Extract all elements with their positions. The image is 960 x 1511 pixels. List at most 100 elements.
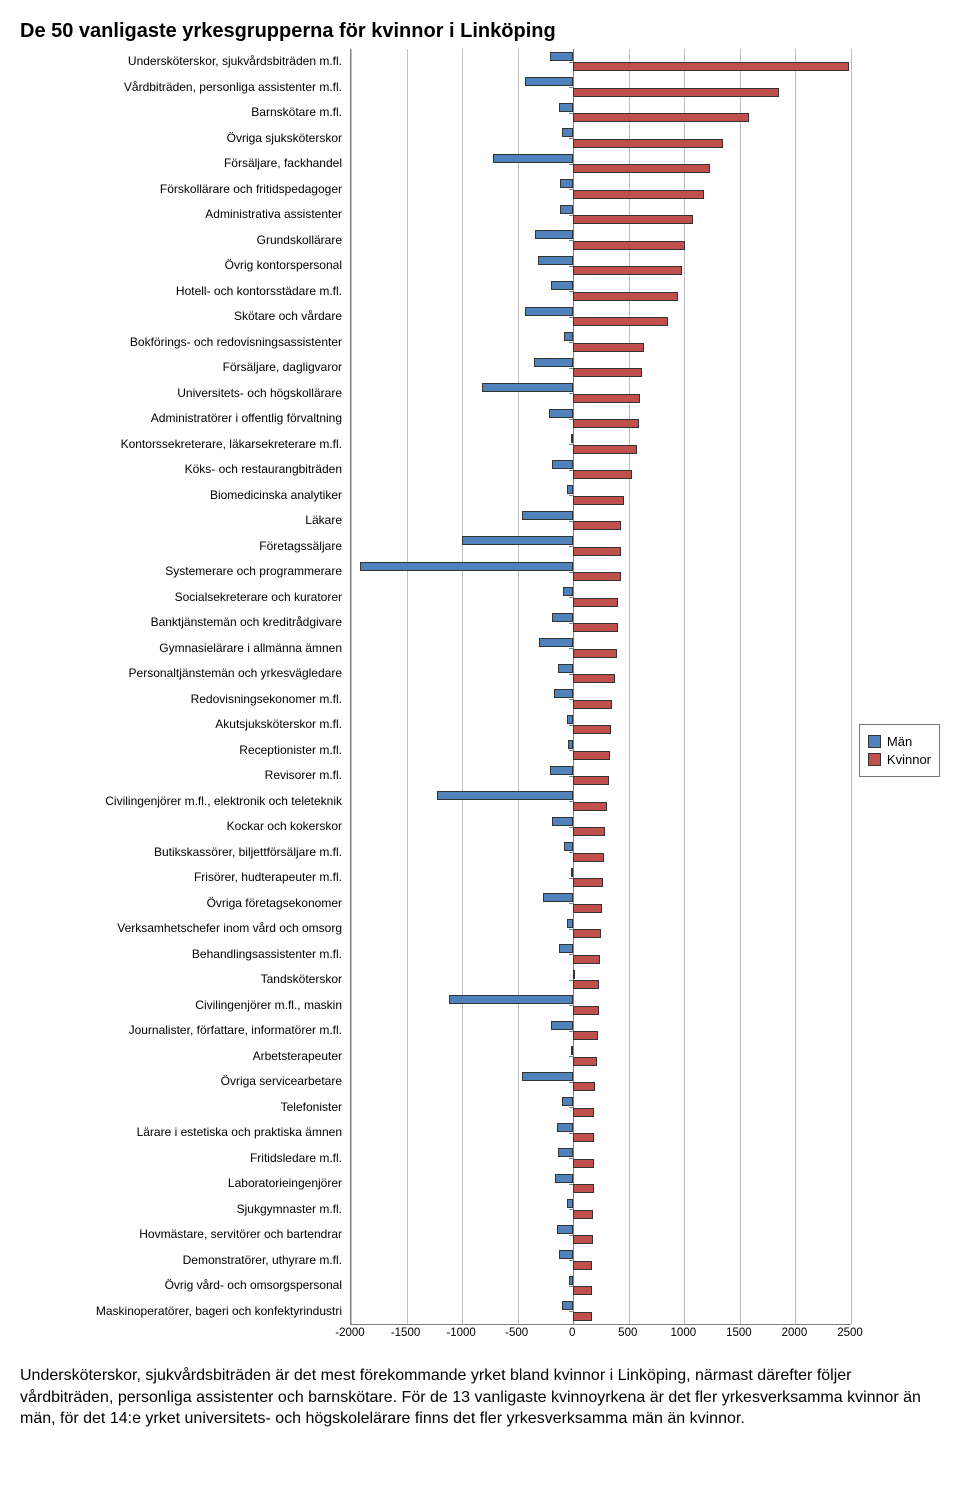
bar-row (351, 942, 851, 968)
plot-area (350, 49, 851, 1325)
bar-men (558, 1148, 574, 1157)
bar-kvinnor (573, 623, 617, 632)
bar-row (351, 636, 851, 662)
bar-row (351, 763, 851, 789)
bar-kvinnor (573, 1210, 593, 1219)
legend-swatch-kvinnor (868, 753, 881, 766)
bar-men (571, 1046, 573, 1055)
bar-men (557, 1225, 574, 1234)
category-label: Övriga företagsekonomer (20, 891, 350, 917)
bar-men (559, 1250, 573, 1259)
bar-kvinnor (573, 776, 609, 785)
x-tick-label: 2000 (782, 1327, 808, 1339)
bar-kvinnor (573, 419, 639, 428)
bar-kvinnor (573, 929, 601, 938)
bar-men (449, 995, 573, 1004)
category-label: Lärare i estetiska och praktiska ämnen (20, 1120, 350, 1146)
legend: Män Kvinnor (859, 724, 940, 777)
bar-row (351, 381, 851, 407)
gridline (851, 49, 852, 1324)
bar-kvinnor (573, 113, 749, 122)
bar-row (351, 202, 851, 228)
category-label: Butikskassörer, biljettförsäljare m.fl. (20, 840, 350, 866)
bar-men (552, 460, 573, 469)
bar-row (351, 840, 851, 866)
category-label: Tandsköterskor (20, 967, 350, 993)
bar-kvinnor (573, 853, 604, 862)
bar-row (351, 1095, 851, 1121)
bar-kvinnor (573, 700, 612, 709)
plot-column: -2000-1500-1000-50005001000150020002500 … (350, 49, 850, 1347)
category-label: Administrativa assistenter (20, 202, 350, 228)
category-label: Gymnasielärare i allmänna ämnen (20, 636, 350, 662)
bar-men (462, 536, 573, 545)
bar-men (563, 587, 573, 596)
bar-row (351, 1018, 851, 1044)
bar-row (351, 916, 851, 942)
bar-men (555, 1174, 573, 1183)
bar-row (351, 1273, 851, 1299)
bar-row (351, 508, 851, 534)
bar-men (550, 52, 573, 61)
bar-kvinnor (573, 1057, 596, 1066)
bar-men (560, 205, 573, 214)
chart-title: De 50 vanligaste yrkesgrupperna för kvin… (20, 20, 940, 43)
bar-kvinnor (573, 215, 693, 224)
category-label: Universitets- och högskollärare (20, 381, 350, 407)
bar-men (567, 715, 574, 724)
bar-kvinnor (573, 1082, 595, 1091)
bar-kvinnor (573, 827, 605, 836)
x-tick-label: 500 (618, 1327, 637, 1339)
bar-kvinnor (573, 343, 644, 352)
category-label: Hovmästare, servitörer och bartendrar (20, 1222, 350, 1248)
bar-row (351, 891, 851, 917)
bar-men (522, 511, 573, 520)
bar-row (351, 330, 851, 356)
legend-label-kvinnor: Kvinnor (887, 752, 931, 767)
bar-row (351, 814, 851, 840)
bar-men (560, 179, 573, 188)
bar-kvinnor (573, 292, 677, 301)
bar-kvinnor (573, 1184, 594, 1193)
bar-kvinnor (573, 1031, 597, 1040)
x-tick-label: 1500 (726, 1327, 752, 1339)
category-label: Köks- och restaurangbiträden (20, 457, 350, 483)
bar-row (351, 993, 851, 1019)
category-label: Personaltjänstemän och yrkesvägledare (20, 661, 350, 687)
bar-men (564, 842, 573, 851)
category-label: Systemerare och programmerare (20, 559, 350, 585)
bar-kvinnor (573, 164, 710, 173)
bar-kvinnor (573, 470, 632, 479)
bar-row (351, 1120, 851, 1146)
category-label: Banktjänstemän och kreditrådgivare (20, 610, 350, 636)
x-tick-label: 2500 (837, 1327, 863, 1339)
category-label: Övrig vård- och omsorgspersonal (20, 1273, 350, 1299)
category-label: Maskinoperatörer, bageri och konfektyrin… (20, 1299, 350, 1325)
category-label: Barnskötare m.fl. (20, 100, 350, 126)
bar-row (351, 483, 851, 509)
bar-kvinnor (573, 445, 636, 454)
bar-row (351, 177, 851, 203)
bar-men (562, 1301, 573, 1310)
bar-row (351, 1222, 851, 1248)
bar-kvinnor (573, 368, 642, 377)
bar-kvinnor (573, 878, 603, 887)
bar-kvinnor (573, 725, 611, 734)
category-label: Socialsekreterare och kuratorer (20, 585, 350, 611)
category-label: Civilingenjörer m.fl., elektronik och te… (20, 789, 350, 815)
bar-row (351, 151, 851, 177)
bar-row (351, 228, 851, 254)
bar-kvinnor (573, 1261, 592, 1270)
bar-kvinnor (573, 1108, 594, 1117)
category-label: Demonstratörer, uthyrare m.fl. (20, 1248, 350, 1274)
bar-kvinnor (573, 1312, 592, 1321)
bar-row (351, 279, 851, 305)
bar-row (351, 100, 851, 126)
bar-men (559, 103, 573, 112)
bar-row (351, 355, 851, 381)
bar-row (351, 534, 851, 560)
bar-kvinnor (573, 904, 602, 913)
bar-men (567, 919, 574, 928)
bar-kvinnor (573, 598, 617, 607)
category-label: Behandlingsassistenter m.fl. (20, 942, 350, 968)
